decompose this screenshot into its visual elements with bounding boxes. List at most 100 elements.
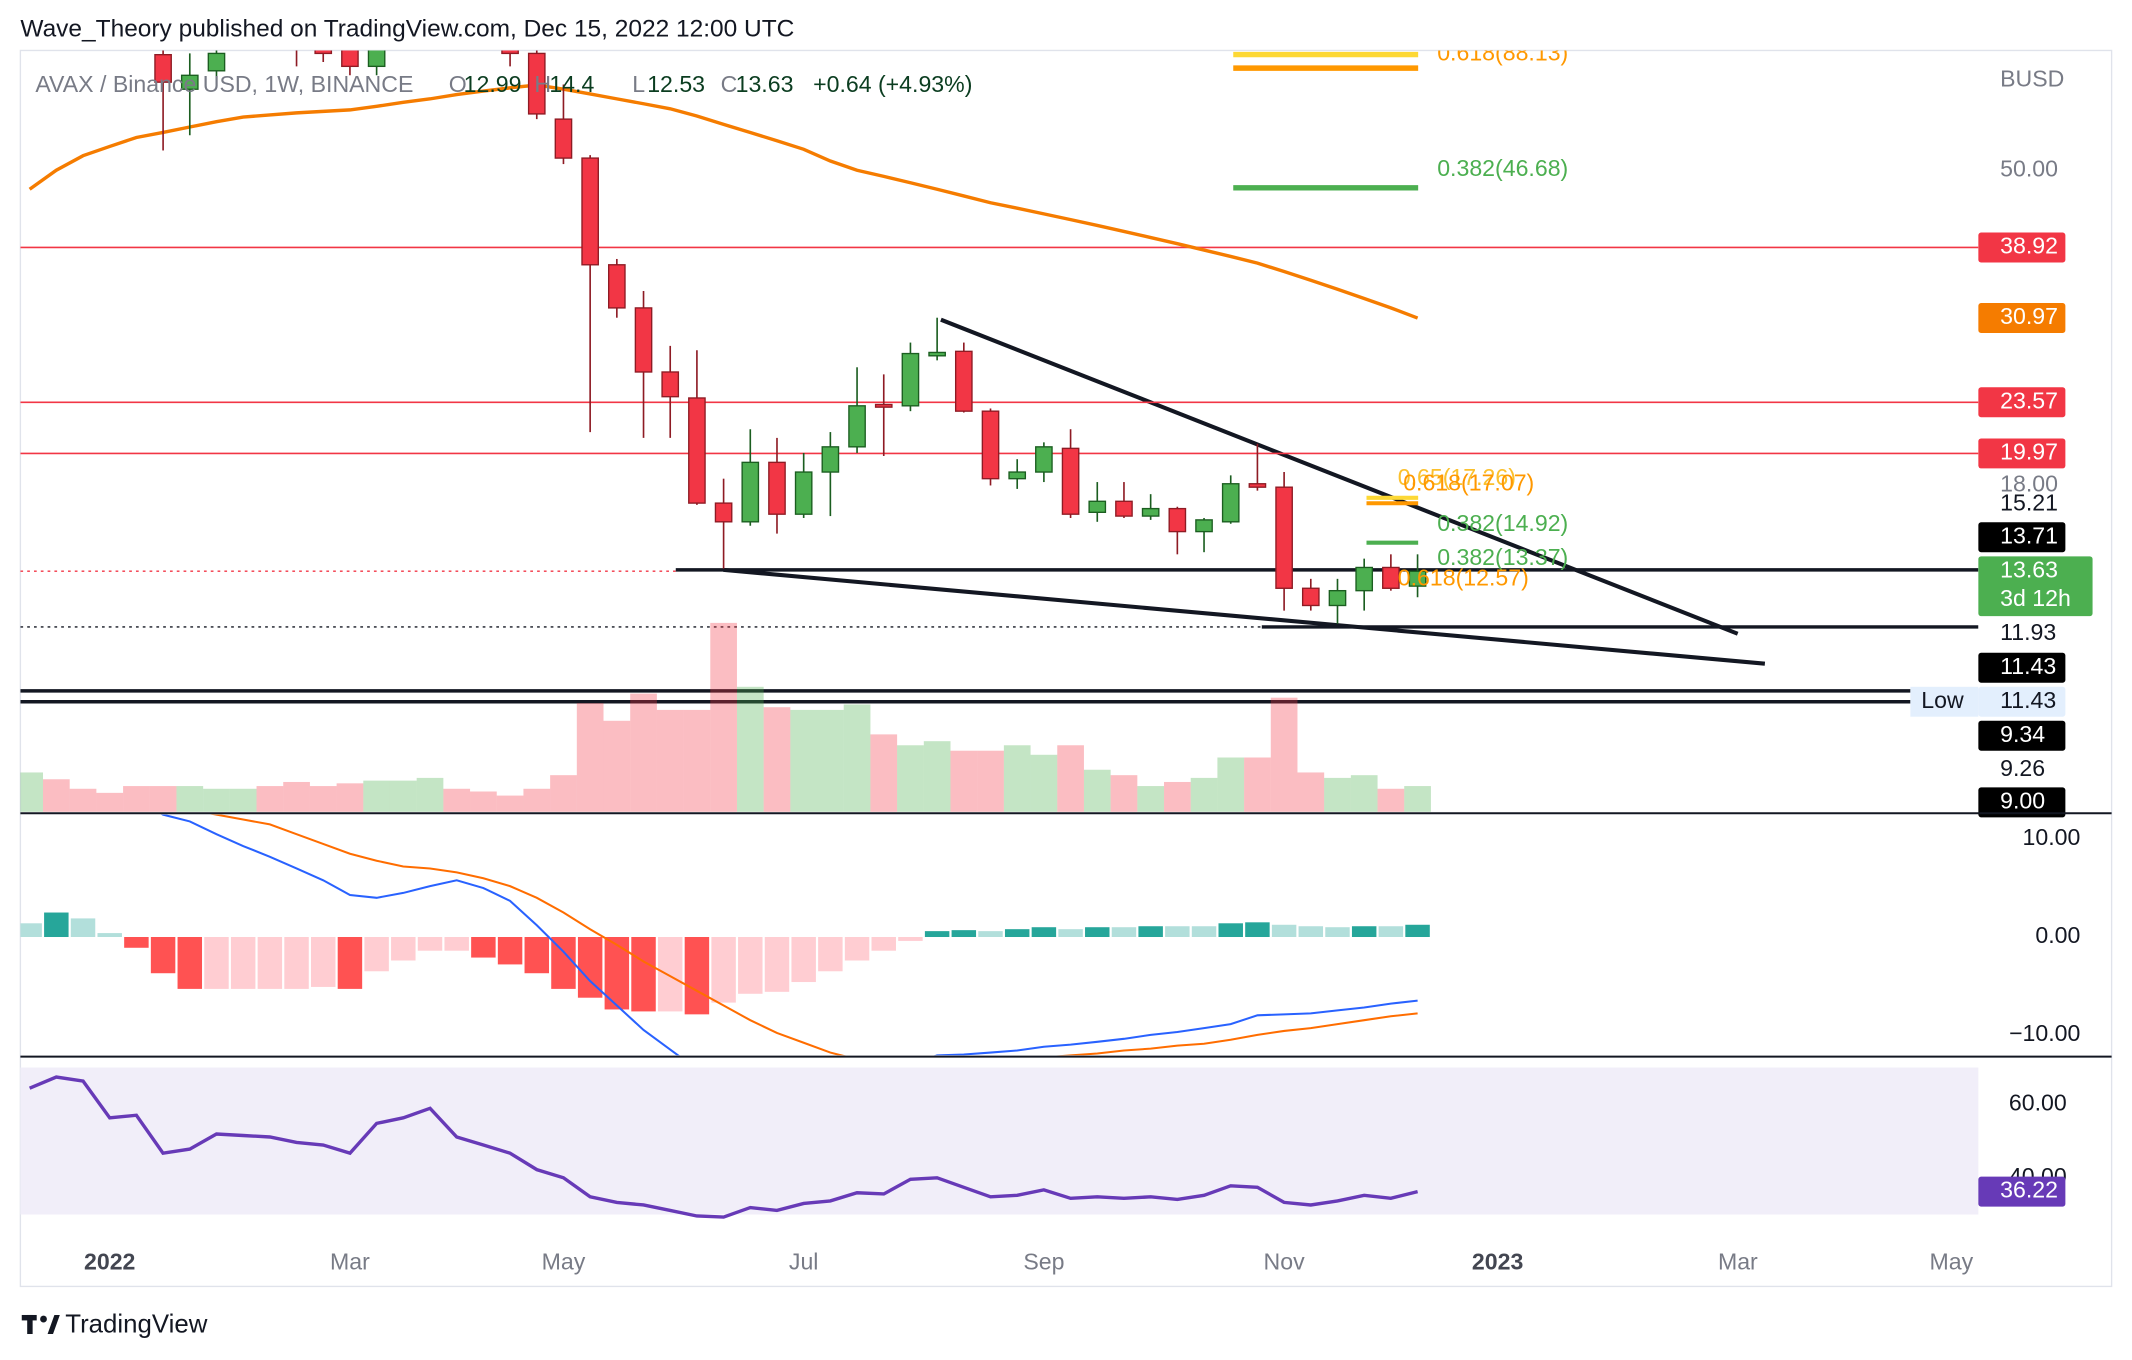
macd-histogram-bar — [150, 937, 176, 974]
volume-bar — [656, 709, 684, 812]
line-price-label-box — [1978, 232, 2066, 263]
drawing-price-label: 13.71 — [2000, 522, 2058, 548]
change-label: +0.64 (+4.93%) — [813, 71, 972, 97]
price-pane: 0.618(88.13)0.382(46.68)0.65(17.26)0.618… — [20, 40, 1979, 812]
volume-bar — [149, 786, 177, 812]
volume-bar — [123, 786, 150, 812]
macd-histogram-bar — [978, 931, 1003, 938]
candle-body — [367, 50, 386, 68]
volume-bar — [69, 788, 97, 812]
macd-histogram-bar — [711, 937, 736, 1003]
line-price-label: 19.97 — [2000, 439, 2058, 465]
candle-body — [341, 50, 359, 68]
macd-histogram-bar — [631, 937, 656, 1012]
drawing-price-label-box — [1978, 652, 2066, 683]
x-tick-label: Sep — [1023, 1248, 1064, 1274]
volume-bar — [763, 707, 791, 812]
macd-histogram-bar — [738, 937, 763, 994]
fib-label: 0.382(14.92) — [1437, 510, 1568, 536]
volume-bar — [1057, 745, 1084, 812]
y-tick-label: −10.00 — [2009, 1020, 2080, 1046]
macd-histogram-bar — [337, 937, 363, 989]
macd-histogram-bar — [471, 937, 496, 958]
macd-histogram-bar — [551, 937, 576, 989]
volume-bar — [683, 709, 711, 812]
x-tick-label: 2022 — [84, 1248, 135, 1274]
macd-histogram-bar — [391, 937, 416, 961]
x-tick-label: May — [542, 1248, 586, 1274]
macd-histogram-bar — [657, 937, 683, 1012]
volume-bar — [523, 788, 551, 812]
candle-body — [1195, 519, 1213, 533]
x-tick-label: Mar — [1718, 1248, 1758, 1274]
candle-body — [1275, 486, 1293, 589]
macd-histogram-bar — [417, 937, 443, 951]
macd-histogram-bar — [124, 937, 149, 948]
macd-histogram-bar — [44, 912, 69, 938]
macd-histogram-bar — [1378, 926, 1404, 938]
ohlc-value: 12.99 — [464, 71, 522, 97]
volume-bar — [20, 772, 44, 812]
volume-bar — [96, 792, 124, 812]
brand: TradingView — [65, 1311, 207, 1339]
macd-histogram-bar — [1058, 929, 1083, 938]
ohlc-letter: H — [534, 71, 551, 97]
axes: 10.000.00−10.0060.0040.0036.22BUSD50.001… — [84, 65, 2093, 1274]
macd-histogram-bar — [1351, 926, 1377, 938]
candle-body — [661, 371, 680, 398]
ema-line — [28, 83, 1419, 320]
volume-bar — [897, 745, 924, 812]
candle-body — [207, 52, 226, 72]
candle-body — [581, 157, 599, 266]
ohlc-value: 12.53 — [647, 71, 705, 97]
drawing-price-label: 9.34 — [2000, 721, 2045, 747]
drawing-price-label: 11.93 — [2000, 619, 2056, 645]
macd-histogram-bar — [1191, 926, 1217, 938]
ema-price-label-box — [1978, 303, 2066, 333]
candle-body — [1382, 566, 1400, 589]
y-tick-label: 0.00 — [2035, 922, 2080, 948]
macd-histogram-bar — [924, 931, 950, 938]
volume-bar — [923, 741, 951, 812]
volume-bar — [710, 622, 737, 812]
volume-bar — [1244, 757, 1271, 812]
x-tick-label: May — [1930, 1248, 1974, 1274]
candle-body — [981, 410, 1000, 480]
candle-body — [154, 53, 172, 83]
tradingview-logo: TradingView — [21, 1311, 208, 1339]
line-price-label-box — [1978, 438, 2066, 469]
candle-body — [1061, 447, 1080, 515]
x-tick-label: 2023 — [1472, 1248, 1524, 1274]
volume-bar — [443, 788, 471, 812]
candle-body — [527, 52, 546, 115]
drawing-price-label: 9.26 — [2000, 755, 2045, 781]
line-price-label: 38.92 — [2000, 233, 2058, 259]
y-tick-label: 10.00 — [2022, 824, 2080, 850]
macd-histogram-bar — [177, 937, 203, 989]
macd-histogram-bar — [1245, 922, 1270, 938]
ohlc-letter: C — [721, 71, 738, 97]
wedge-line — [723, 567, 1766, 666]
candle-body — [501, 50, 519, 55]
volume-bar — [309, 786, 337, 812]
macd-histogram-bar — [1218, 923, 1243, 938]
drawing-price-label-box — [1978, 686, 2066, 717]
symbol-label: AVAX / Binance USD, 1W, BINANCE — [35, 71, 413, 97]
volume-bar — [1404, 786, 1431, 812]
macd-histogram-bar — [230, 937, 256, 989]
line-price-label: 23.57 — [2000, 387, 2058, 413]
x-tick-label: Jul — [789, 1248, 819, 1274]
y-tick-label: 18.00 — [2000, 471, 2058, 497]
volume-bar — [229, 788, 257, 812]
candle-body — [1035, 446, 1053, 473]
volume-bar — [603, 720, 631, 812]
fib-label: 0.382(13.37) — [1437, 544, 1568, 570]
macd-histogram-bar — [1325, 927, 1350, 938]
candle-body — [1088, 500, 1107, 513]
ema-price-label: 30.97 — [2000, 303, 2058, 329]
fib-label: 0.618(88.13) — [1437, 40, 1568, 66]
ohlc-value: 14.4 — [549, 71, 594, 97]
candle-body — [1168, 507, 1187, 533]
drawing-price-label: 15.21 — [2000, 490, 2058, 516]
volume-bar — [576, 703, 604, 812]
